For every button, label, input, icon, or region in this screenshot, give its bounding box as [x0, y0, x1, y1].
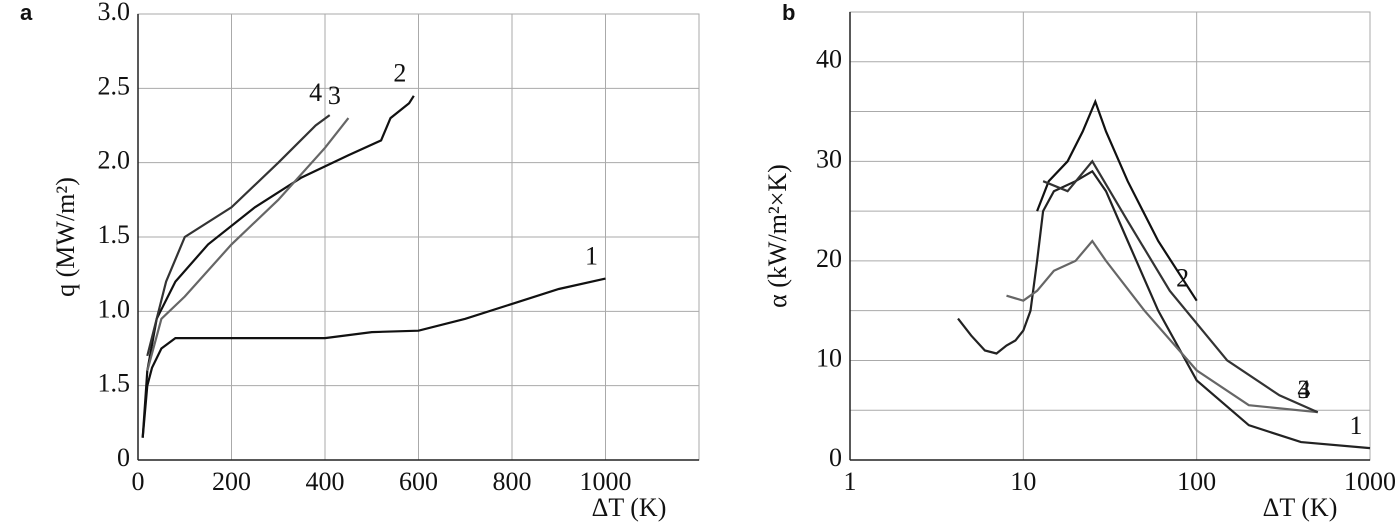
data-line	[146, 117, 350, 372]
curve-label: 3	[328, 81, 341, 110]
y-tick-label: 1.0	[98, 294, 131, 323]
data-line	[1042, 159, 1319, 414]
plot-frame	[849, 11, 1371, 461]
curve-label: 4	[309, 78, 322, 107]
curve-label: 1	[1350, 411, 1363, 440]
x-tick-label: 10	[1010, 467, 1036, 496]
x-tick-label: 1000	[580, 467, 632, 496]
data-line	[957, 169, 1371, 450]
y-tick-label: 1.5	[98, 369, 131, 398]
x-tick-label: 600	[399, 467, 438, 496]
x-tick-label: 800	[493, 467, 532, 496]
x-tick-label: 400	[306, 467, 345, 496]
x-tick-label: 200	[212, 467, 251, 496]
panel-label: b	[782, 0, 795, 25]
y-tick-label: 30	[816, 144, 842, 173]
x-tick-label: 1000	[1344, 467, 1396, 496]
y-axis-title: α (kW/m²×K)	[763, 164, 792, 308]
y-tick-label: 40	[816, 45, 842, 74]
data-line	[1006, 239, 1318, 414]
y-tick-label: 0	[829, 443, 842, 472]
y-tick-label: 1.5	[98, 220, 131, 249]
curve-label: 2	[393, 59, 406, 88]
y-tick-label: 3.0	[98, 0, 131, 26]
data-line	[141, 95, 415, 438]
x-axis-title: ΔT (K)	[1263, 493, 1338, 522]
x-tick-label: 0	[132, 467, 145, 496]
x-tick-label: 1	[844, 467, 857, 496]
data-line	[1036, 98, 1198, 302]
data-line	[141, 277, 606, 438]
y-tick-label: 0	[117, 443, 130, 472]
curve-label: 3	[1297, 375, 1310, 404]
panel-label: a	[20, 0, 33, 25]
curve-label: 2	[1176, 264, 1189, 293]
curve-label: 4	[1297, 375, 1310, 404]
y-tick-label: 2.5	[98, 71, 131, 100]
y-axis-title: q (MW/m²)	[51, 177, 80, 297]
curve-label: 1	[585, 242, 598, 271]
y-tick-label: 10	[816, 343, 842, 372]
x-tick-label: 100	[1177, 467, 1216, 496]
data-line	[146, 114, 331, 357]
y-tick-label: 20	[816, 244, 842, 273]
y-tick-label: 2.0	[98, 146, 131, 175]
x-axis-title: ΔT (K)	[592, 493, 667, 522]
